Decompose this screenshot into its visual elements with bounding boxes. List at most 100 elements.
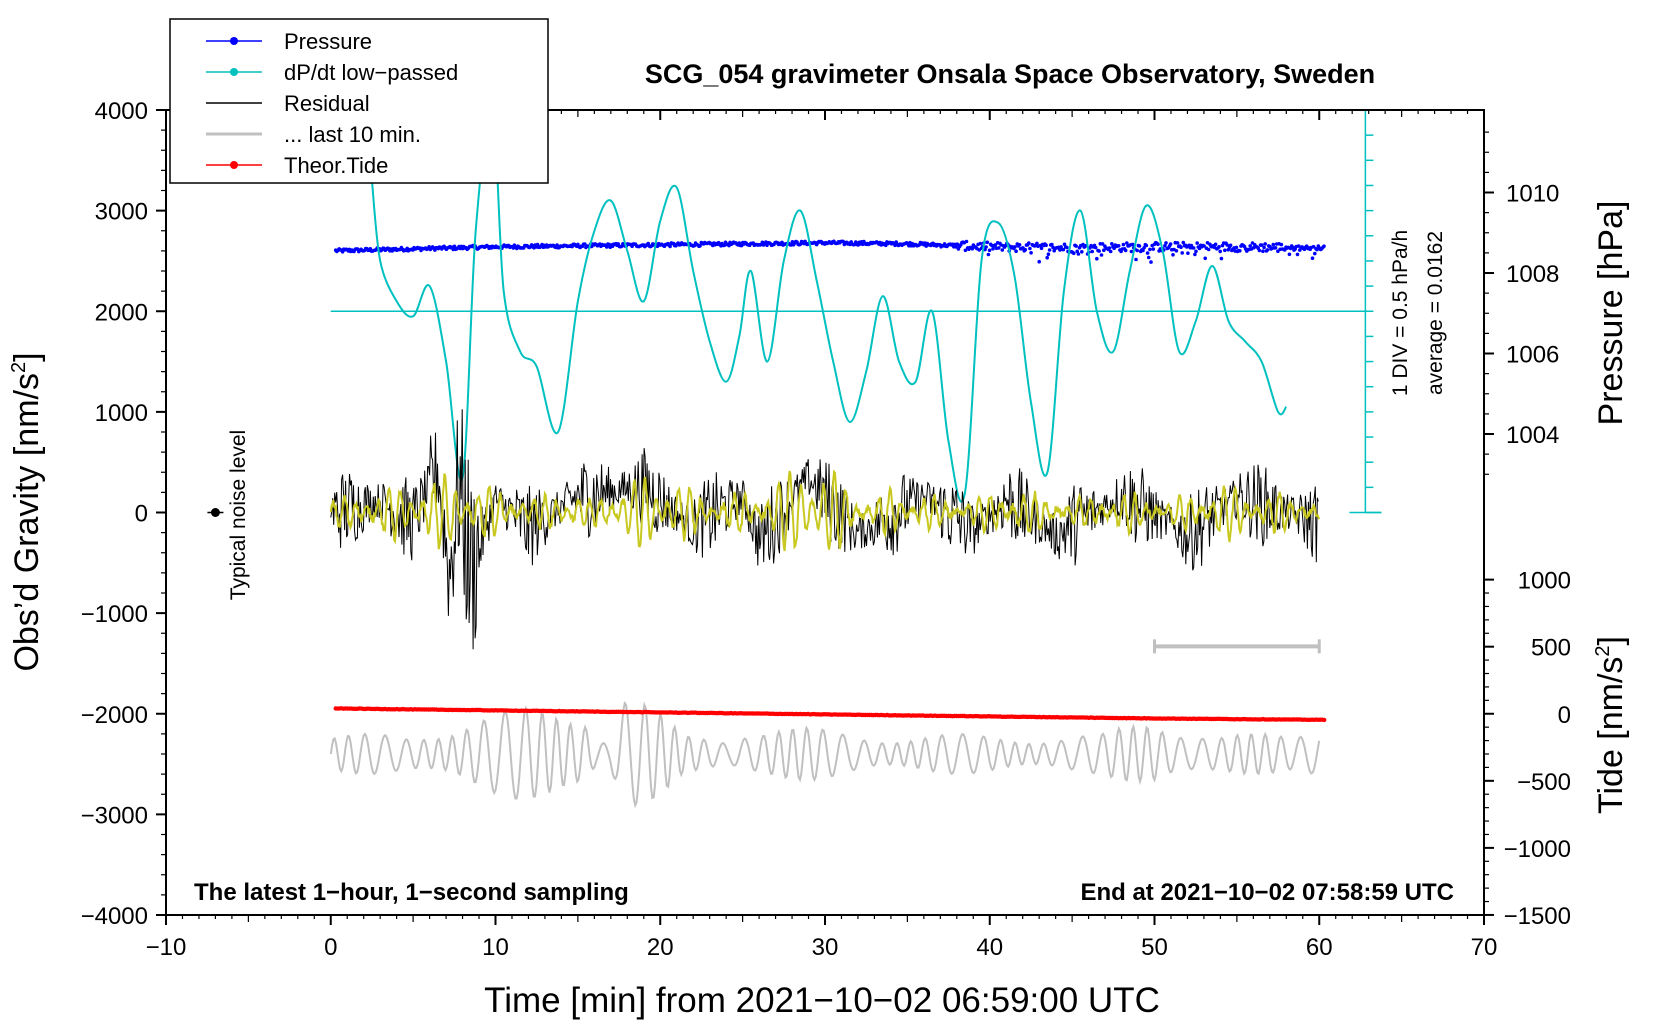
pressure-point [1000, 248, 1005, 252]
pressure-point [1151, 247, 1156, 251]
pressure-point [1146, 255, 1151, 260]
theor-tide-point [1322, 717, 1327, 723]
pressure-tick-label: 1010 [1506, 181, 1559, 208]
pressure-point [1061, 247, 1066, 252]
pressure-point [1213, 242, 1218, 247]
pressure-point [1108, 249, 1113, 254]
pressure-point [1223, 248, 1227, 253]
tide-tick-label: 500 [1531, 635, 1571, 662]
residual-filtered-line [329, 469, 1321, 552]
pressure-tick-label: 1006 [1506, 342, 1559, 369]
pressure-point [1045, 255, 1049, 260]
noise-level-dot [210, 508, 220, 517]
pressure-point [955, 242, 960, 246]
pressure-point [1135, 248, 1139, 253]
pressure-point [1261, 249, 1265, 253]
pressure-point [1023, 247, 1028, 252]
legend-label: Pressure [284, 29, 372, 54]
pressure-point [1181, 240, 1186, 245]
pressure-point [894, 240, 898, 244]
x-tick-label: 10 [482, 934, 509, 961]
pressure-point [1313, 251, 1317, 256]
pressure-point [1116, 244, 1121, 248]
pressure-point [1195, 241, 1199, 245]
y-axis-label-pressure: Pressure [hPa] [1592, 201, 1630, 426]
pressure-point [1164, 241, 1168, 245]
y-tick-label: −1000 [81, 601, 148, 628]
pressure-point [1080, 250, 1084, 254]
chart-title: SCG_054 gravimeter Onsala Space Observat… [645, 59, 1375, 89]
pressure-point [1287, 252, 1292, 257]
y-axis-label-tide: Tide [nm/s2] [1592, 636, 1630, 814]
x-tick-label: 50 [1141, 934, 1168, 961]
x-tick-label: 70 [1471, 934, 1498, 961]
pressure-point [1263, 242, 1267, 246]
pressure-point [1107, 246, 1112, 250]
pressure-point [993, 243, 998, 247]
pressure-point [555, 243, 559, 247]
pressure-point [1134, 257, 1138, 262]
y-tick-label: 3000 [95, 199, 148, 226]
pressure-point [1265, 248, 1270, 252]
axis-layer: −10 0 10 20 30 40 50 60 70 4000 3000 2000 1000 0 −1000… [81, 98, 1571, 961]
last-10-min-line [329, 700, 1321, 809]
legend-label: Residual [284, 91, 370, 116]
pressure-point [997, 246, 1001, 250]
pressure-point [1148, 247, 1152, 252]
pressure-point [986, 252, 991, 257]
pressure-point [1260, 243, 1264, 247]
pressure-point [1121, 242, 1126, 247]
pressure-point [1027, 241, 1031, 245]
x-tick-label: 30 [812, 934, 839, 961]
pressure-point [1141, 248, 1145, 253]
dpdt-line [370, 110, 1288, 503]
pressure-point [1248, 244, 1252, 248]
pressure-point [1193, 252, 1197, 257]
tide-tick-label: 0 [1558, 702, 1571, 729]
pressure-point [1090, 249, 1094, 254]
pressure-point [964, 239, 969, 244]
pressure-point [1035, 241, 1039, 246]
legend-marker [230, 68, 238, 76]
pressure-point [535, 242, 540, 247]
pressure-point [668, 244, 672, 249]
pressure-point [1046, 252, 1051, 256]
pressure-point [1099, 253, 1104, 257]
x-tick-label: −10 [146, 934, 187, 961]
pressure-point [1238, 249, 1242, 253]
pressure-point [1029, 251, 1033, 255]
pressure-point [1168, 242, 1173, 246]
pressure-point [698, 244, 702, 248]
y-tick-label: −3000 [81, 802, 148, 829]
pressure-point [1234, 245, 1239, 250]
pressure-point [1202, 244, 1206, 248]
pressure-point [1257, 248, 1262, 253]
pressure-point [1072, 251, 1076, 256]
pressure-point [1163, 244, 1167, 248]
pressure-point [1228, 243, 1233, 248]
pressure-point [1123, 248, 1128, 253]
legend-box [169, 18, 549, 184]
bottom-left-note: The latest 1−hour, 1−second sampling [194, 879, 629, 906]
y-axis-label-tide-sup: 2 [1592, 645, 1614, 656]
y-axis-label-tide-main: Tide [nm/s [1592, 657, 1630, 814]
pressure-point [1322, 244, 1326, 248]
pressure-point [991, 247, 995, 251]
average-label: average = 0.0162 [1424, 231, 1447, 395]
pressure-point [1311, 244, 1316, 249]
pressure-point [1149, 260, 1153, 264]
pressure-point [1100, 242, 1105, 246]
pressure-point [1095, 256, 1099, 261]
plot-layer [207, 110, 1382, 809]
pressure-point [1174, 249, 1179, 253]
pressure-point [1097, 249, 1101, 253]
pressure-point [1206, 247, 1211, 252]
pressure-point [1271, 242, 1276, 247]
pressure-point [1047, 248, 1052, 252]
pressure-point [1125, 241, 1129, 245]
pressure-point [1065, 245, 1069, 250]
pressure-point [1129, 249, 1134, 254]
pressure-point [1144, 243, 1149, 248]
y-axis-label-left-end: ] [8, 352, 46, 361]
